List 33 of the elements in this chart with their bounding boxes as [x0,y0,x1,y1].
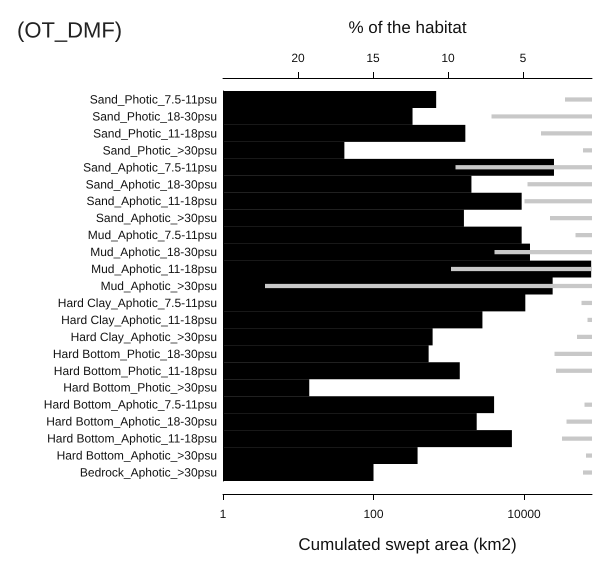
x2-tick-label: 10 [441,51,455,65]
y-tick-label: Sand_Aphotic_7.5-11psu [83,160,217,174]
y-tick-label: Mud_Aphotic_7.5-11psu [88,228,217,242]
y-tick-label: Sand_Aphotic_11-18psu [86,194,217,208]
y-tick-label: Sand_Photic_7.5-11psu [90,92,217,106]
y-tick-label: Hard Bottom_Aphotic_>30psu [56,448,217,463]
y-tick-label: Sand_Aphotic_>30psu [96,211,217,226]
y-tick-label: Hard Clay_Aphotic_>30psu [70,330,217,344]
x2-tick-label: 5 [520,51,527,65]
y-tick-label: Hard Bottom_Aphotic_7.5-11psu [44,398,217,412]
y-tick-label: Hard Bottom_Photic_11-18psu [54,364,217,378]
y-tick-label: Hard Bottom_Aphotic_11-18psu [47,432,217,446]
x-tick-label: 1 [220,507,227,521]
y-tick-label: Bedrock_Aphotic_>30psu [80,466,217,480]
y-tick-label: Sand_Aphotic_18-30psu [86,177,217,192]
x2-tick-label: 20 [291,51,305,65]
x-tick-label: 10000 [507,507,542,521]
x2-tick-label: 15 [366,51,380,65]
y-tick-label: Mud_Aphotic_18-30psu [90,245,217,260]
y-tick-label: Hard Bottom_Photic_18-30psu [52,346,217,361]
y-tick-label: Sand_Photic_18-30psu [92,109,217,124]
y-tick-label: Sand_Photic_>30psu [102,143,217,158]
y-tick-label: Hard Clay_Aphotic_7.5-11psu [58,296,217,310]
y-tick-label: Mud_Aphotic_11-18psu [91,262,217,276]
y-tick-label: Mud_Aphotic_>30psu [100,279,217,293]
y-tick-label: Hard Clay_Aphotic_11-18psu [61,312,217,327]
x-tick-label: 100 [364,507,384,521]
y-tick-label: Sand_Photic_11-18psu [93,126,217,140]
chart-title: (OT_DMF) [17,18,122,42]
x2-axis-title: % of the habitat [348,18,467,37]
y-tick-label: Hard Bottom_Photic_>30psu [63,380,217,395]
y-tick-label: Hard Bottom_Aphotic_18-30psu [46,414,217,429]
x-axis-title: Cumulated swept area (km2) [298,535,517,554]
